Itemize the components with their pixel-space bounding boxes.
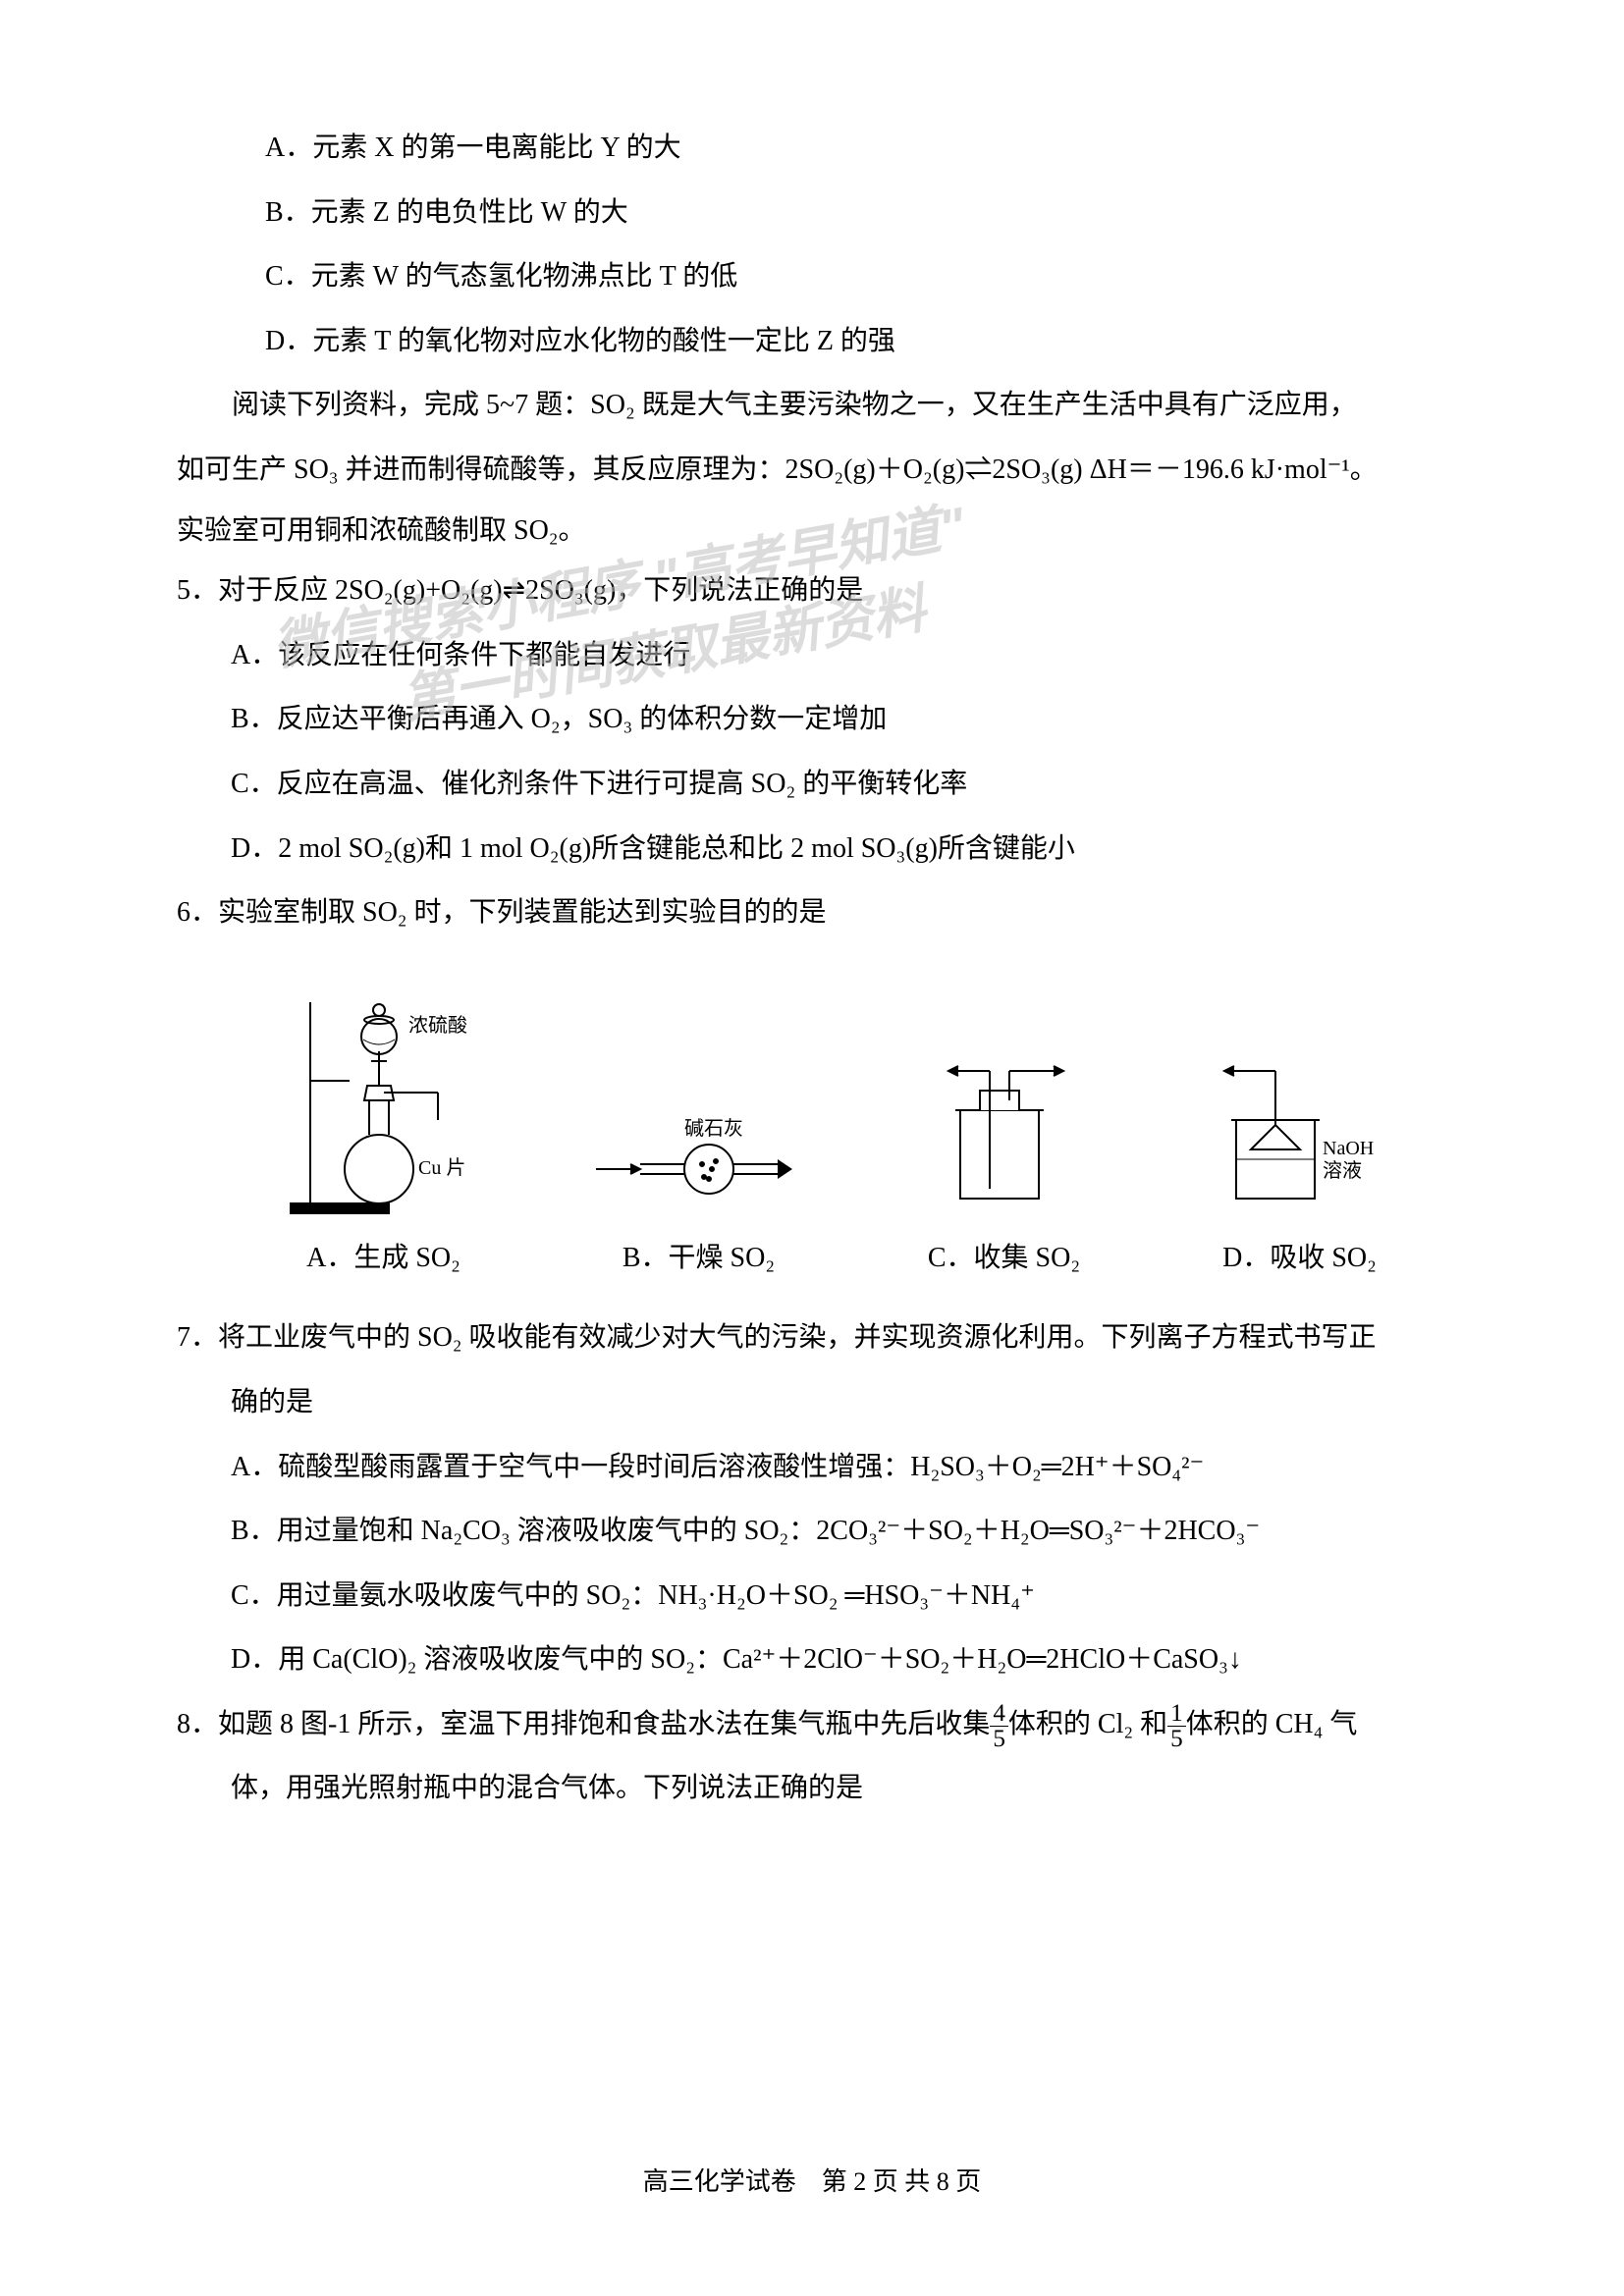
q4-option-d: D．元素 T 的氧化物对应水化物的酸性一定比 Z 的强 — [177, 311, 1447, 372]
apparatus-b-icon: 碱石灰 — [586, 1100, 802, 1218]
q8-stem-2: 体，用强光照射瓶中的混合气体。下列说法正确的是 — [177, 1758, 1447, 1819]
passage-line-1: 阅读下列资料，完成 5~7 题：SO₂ 既是大气主要污染物之一，又在生产生活中具… — [177, 375, 1447, 436]
q6-option-a: A．生成 SO₂ — [276, 1228, 492, 1289]
passage-line-2: 如可生产 SO₃ 并进而制得硫酸等，其反应原理为：2SO₂(g)＋O₂(g)⇌2… — [177, 440, 1447, 501]
q6-option-b: B．干燥 SO₂ — [591, 1228, 807, 1289]
passage-line-3: 实验室可用铜和浓硫酸制取 SO₂。 — [177, 501, 1447, 561]
q7-option-d: D．用 Ca(ClO)₂ 溶液吸收废气中的 SO₂：Ca²⁺＋2ClO⁻＋SO₂… — [177, 1629, 1447, 1690]
svg-text:浓硫酸: 浓硫酸 — [408, 1014, 467, 1037]
q6-stem: 6．实验室制取 SO₂ 时，下列装置能达到实验目的的是 — [177, 882, 1447, 943]
q7-option-a: A．硫酸型酸雨露置于空气中一段时间后溶液酸性增强：H₂SO₃＋O₂═2H⁺＋SO… — [177, 1437, 1447, 1498]
page-footer: 高三化学试卷 第 2 页 共 8 页 — [0, 2162, 1624, 2198]
q4-option-c: C．元素 W 的气态氢化物沸点比 T 的低 — [177, 246, 1447, 307]
q6-option-labels: A．生成 SO₂ B．干燥 SO₂ C．收集 SO₂ D．吸收 SO₂ — [226, 1228, 1447, 1289]
diagram-d: NaOH 溶液 — [1197, 963, 1393, 1218]
q6-option-d: D．吸收 SO₂ — [1202, 1228, 1398, 1289]
q8-suffix: 体积的 CH₄ 气 — [1186, 1709, 1358, 1739]
q7-option-b: B．用过量饱和 Na₂CO₃ 溶液吸收废气中的 SO₂：2CO₃²⁻＋SO₂＋H… — [177, 1501, 1447, 1562]
svg-text:Cu 片: Cu 片 — [418, 1156, 465, 1179]
q4-option-b: B．元素 Z 的电负性比 W 的大 — [177, 183, 1447, 243]
apparatus-a-icon: 浓硫酸 Cu 片 — [281, 983, 477, 1218]
apparatus-c-icon — [911, 1041, 1088, 1218]
fraction-2: 15 — [1167, 1701, 1186, 1751]
diagram-c — [911, 963, 1088, 1218]
diagram-b: 碱石灰 — [586, 963, 802, 1218]
q5-option-b: B．反应达平衡后再通入 O₂，SO₃ 的体积分数一定增加 — [177, 689, 1447, 750]
q5-option-a: A．该反应在任何条件下都能自发进行 — [177, 625, 1447, 686]
svg-text:溶液: 溶液 — [1323, 1159, 1362, 1182]
q7-stem-2: 确的是 — [177, 1372, 1447, 1433]
q4-option-a: A．元素 X 的第一电离能比 Y 的大 — [177, 118, 1447, 179]
q8-mid: 体积的 Cl₂ 和 — [1008, 1709, 1167, 1739]
q8-stem-1: 8．如题 8 图-1 所示，室温下用排饱和食盐水法在集气瓶中先后收集45体积的 … — [177, 1694, 1447, 1755]
q6-diagrams: 浓硫酸 Cu 片 — [226, 963, 1447, 1218]
q5-stem: 5．对于反应 2SO₂(g)+O₂(g)⇌2SO₃(g)，下列说法正确的是 — [177, 561, 1447, 621]
q7-stem-1: 7．将工业废气中的 SO₂ 吸收能有效减少对大气的污染，并实现资源化利用。下列离… — [177, 1308, 1447, 1368]
diagram-a: 浓硫酸 Cu 片 — [281, 963, 477, 1218]
q6-option-c: C．收集 SO₂ — [906, 1228, 1103, 1289]
svg-text:NaOH: NaOH — [1323, 1138, 1374, 1159]
page-content: A．元素 X 的第一电离能比 Y 的大 B．元素 Z 的电负性比 W 的大 C．… — [177, 118, 1447, 1819]
apparatus-d-icon: NaOH 溶液 — [1197, 1041, 1393, 1218]
q5-option-d: D．2 mol SO₂(g)和 1 mol O₂(g)所含键能总和比 2 mol… — [177, 819, 1447, 880]
q8-prefix: 8．如题 8 图-1 所示，室温下用排饱和食盐水法在集气瓶中先后收集 — [177, 1709, 990, 1739]
fraction-1: 45 — [990, 1701, 1008, 1751]
svg-text:碱石灰: 碱石灰 — [684, 1117, 743, 1140]
q7-option-c: C．用过量氨水吸收废气中的 SO₂：NH₃·H₂O＋SO₂ ═HSO₃⁻＋NH₄… — [177, 1566, 1447, 1627]
q5-option-c: C．反应在高温、催化剂条件下进行可提高 SO₂ 的平衡转化率 — [177, 754, 1447, 815]
